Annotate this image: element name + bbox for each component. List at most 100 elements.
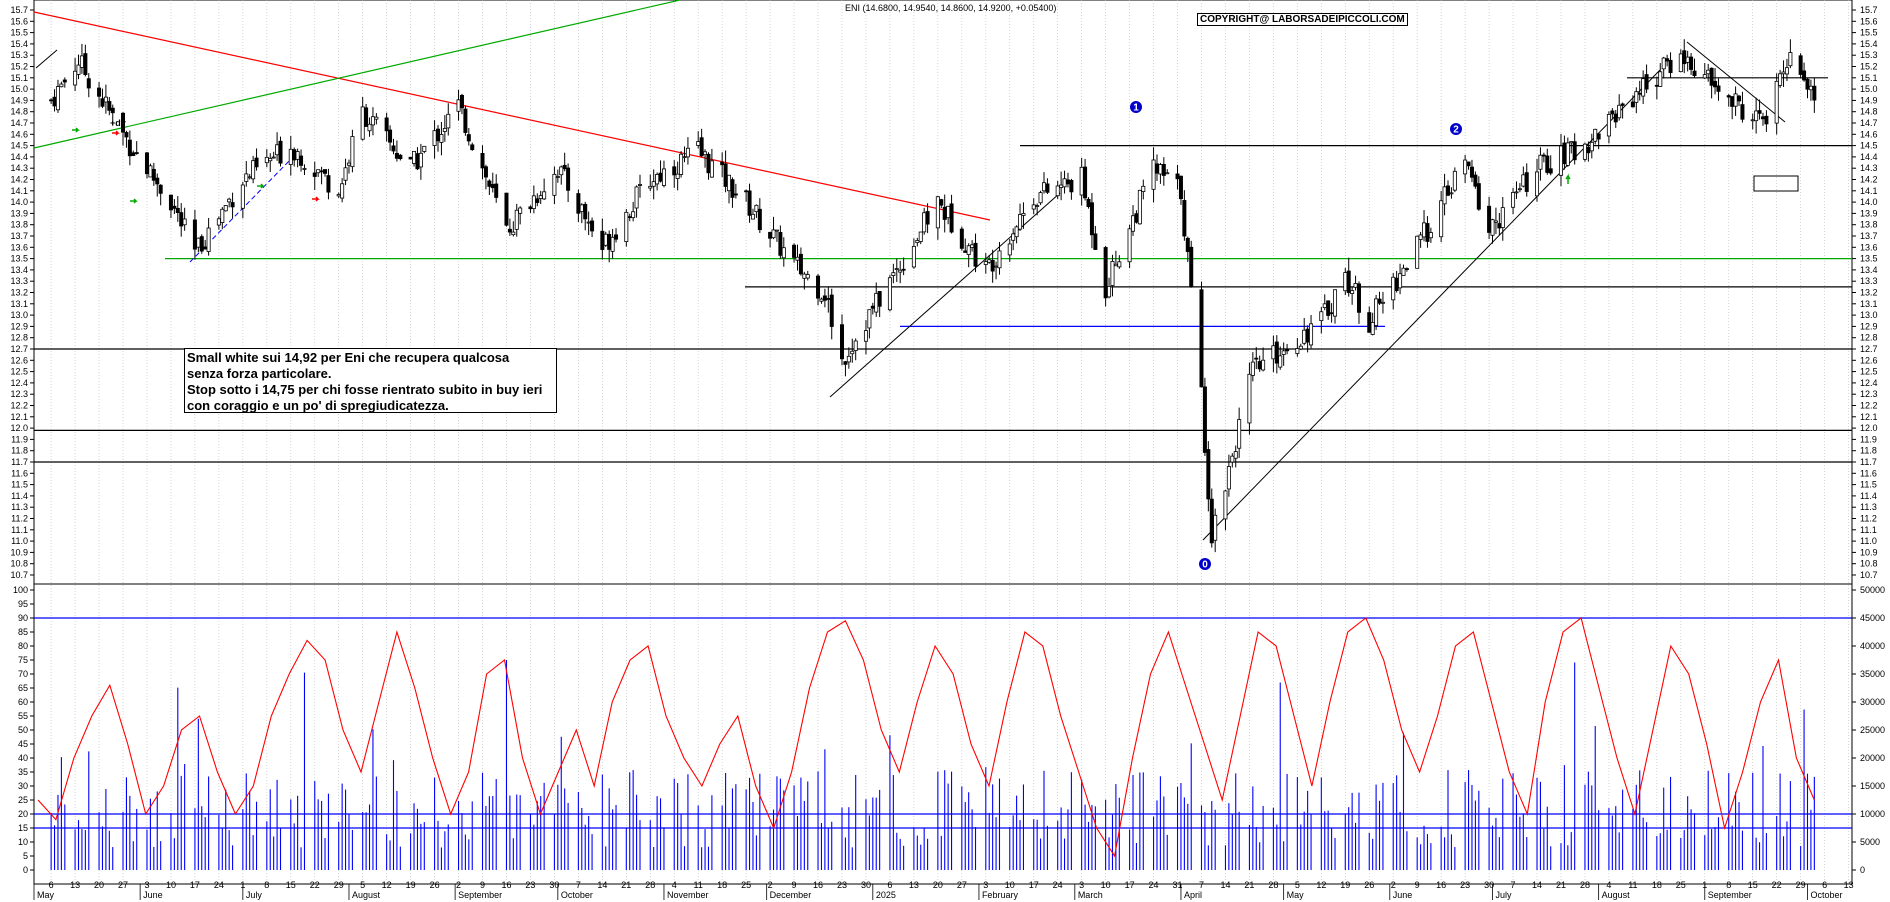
candle-body (696, 141, 701, 146)
candle-body (535, 198, 540, 203)
candle-body (1439, 200, 1444, 238)
candle-body (661, 168, 666, 186)
candle-body (1298, 345, 1303, 350)
candle-body (323, 169, 328, 174)
candle-body (1497, 223, 1502, 229)
candle-body (699, 137, 704, 157)
day-tick-label: 12 (382, 880, 392, 890)
wave-marker-circle (1450, 123, 1462, 135)
volume-tick-label: 25000 (1860, 725, 1885, 735)
day-tick-label: 3 (1079, 880, 1084, 890)
candle-body (1517, 188, 1522, 191)
oscillator-tick-label: 75 (18, 655, 28, 665)
price-tick-label-left: 11.2 (11, 514, 28, 524)
comment-line-1: Small white sui 14,92 per Eni che recupe… (187, 350, 510, 365)
candle-body (874, 292, 879, 313)
candle-body (922, 212, 927, 233)
volume-tick-label: 20000 (1860, 753, 1885, 763)
price-tick-label-right: 11.5 (1860, 480, 1877, 490)
candle-body (1370, 322, 1375, 335)
candle-body (983, 261, 988, 265)
price-tick-label-left: 13.4 (10, 265, 28, 275)
day-tick-label: 14 (1532, 880, 1542, 890)
day-tick-label: 8 (1726, 880, 1731, 890)
candle-body (798, 253, 803, 275)
candle-body (1487, 205, 1492, 233)
price-tick-label-right: 12.7 (1860, 344, 1878, 354)
candle-body (1812, 85, 1817, 101)
price-tick-label-right: 11.0 (1860, 536, 1877, 546)
price-tick-label-left: 14.7 (10, 118, 28, 128)
candle-body (439, 134, 444, 143)
price-panel-frame (33, 0, 1853, 585)
day-tick-label: 28 (645, 880, 655, 890)
candle-body (1356, 283, 1361, 313)
candle-body (1637, 92, 1642, 95)
candle-body (1808, 85, 1813, 91)
candle-body (672, 166, 677, 176)
day-tick-label: 19 (1340, 880, 1350, 890)
candle-body (1596, 133, 1601, 140)
candle-body (1781, 71, 1786, 75)
candle-body (302, 168, 307, 170)
candle-body (607, 234, 612, 250)
candle-body (1716, 85, 1721, 92)
candle-body (121, 112, 126, 133)
candle-body (750, 213, 755, 220)
candle-body (730, 179, 735, 198)
month-label: August (352, 890, 381, 900)
candle-body (374, 116, 379, 120)
day-tick-label: 5 (360, 880, 365, 890)
candle-body (73, 70, 78, 86)
candle-body (911, 246, 916, 268)
day-tick-label: 16 (501, 880, 511, 890)
candle-body (1302, 329, 1307, 344)
volume-tick-label: 30000 (1860, 697, 1885, 707)
price-tick-label-right: 11.4 (1860, 491, 1877, 501)
price-tick-label-right: 13.9 (1860, 208, 1878, 218)
candle-body (1678, 53, 1683, 73)
day-tick-label: 19 (406, 880, 416, 890)
candle-body (148, 165, 153, 178)
price-tick-label-right: 14.3 (1860, 163, 1878, 173)
candle-body (1322, 303, 1327, 309)
candle-body (254, 157, 259, 168)
candle-body (1213, 514, 1218, 541)
candle-body (1521, 174, 1526, 187)
candle-body (1079, 166, 1084, 196)
candle-body (942, 206, 947, 220)
price-tick-label-left: 11.9 (11, 434, 28, 444)
day-tick-label: 21 (1556, 880, 1566, 890)
day-tick-label: 17 (190, 880, 200, 890)
oscillator-tick-label: 55 (18, 711, 28, 721)
candle-body (220, 208, 225, 223)
candle-body (638, 184, 643, 186)
candle-body (840, 324, 845, 360)
candle-body (1514, 191, 1519, 194)
candle-body (1209, 498, 1214, 544)
price-tick-label-left: 13.6 (10, 242, 28, 252)
price-tick-label-left: 15.5 (10, 28, 28, 38)
month-label: May (1287, 890, 1305, 900)
day-axis: 6 13 20 27 3 10 17 24 1 8 15 22 29 5 12 19 26 2 9 16 23 30 7 14… (49, 880, 1854, 890)
candle-body (1018, 214, 1023, 230)
candle-body (507, 228, 512, 233)
wave-marker-2: 2 (1450, 123, 1462, 136)
candle-body (97, 87, 102, 97)
candle-body (822, 295, 827, 301)
candle-body (295, 151, 300, 160)
candle-body (538, 195, 543, 199)
price-tick-label-right: 11.3 (1860, 502, 1877, 512)
target-box (1753, 175, 1799, 192)
candle-body (685, 147, 690, 158)
candle-body (127, 139, 132, 157)
price-tick-label-left: 15.0 (10, 84, 28, 94)
day-tick-label: 15 (286, 880, 296, 890)
price-tick-label-left: 11.8 (11, 446, 28, 456)
candle-body (1760, 116, 1765, 120)
candle-body (994, 265, 999, 268)
month-label: June (1393, 890, 1413, 900)
candle-body (963, 250, 968, 253)
candle-body (723, 163, 728, 187)
candle-body (1343, 272, 1348, 292)
